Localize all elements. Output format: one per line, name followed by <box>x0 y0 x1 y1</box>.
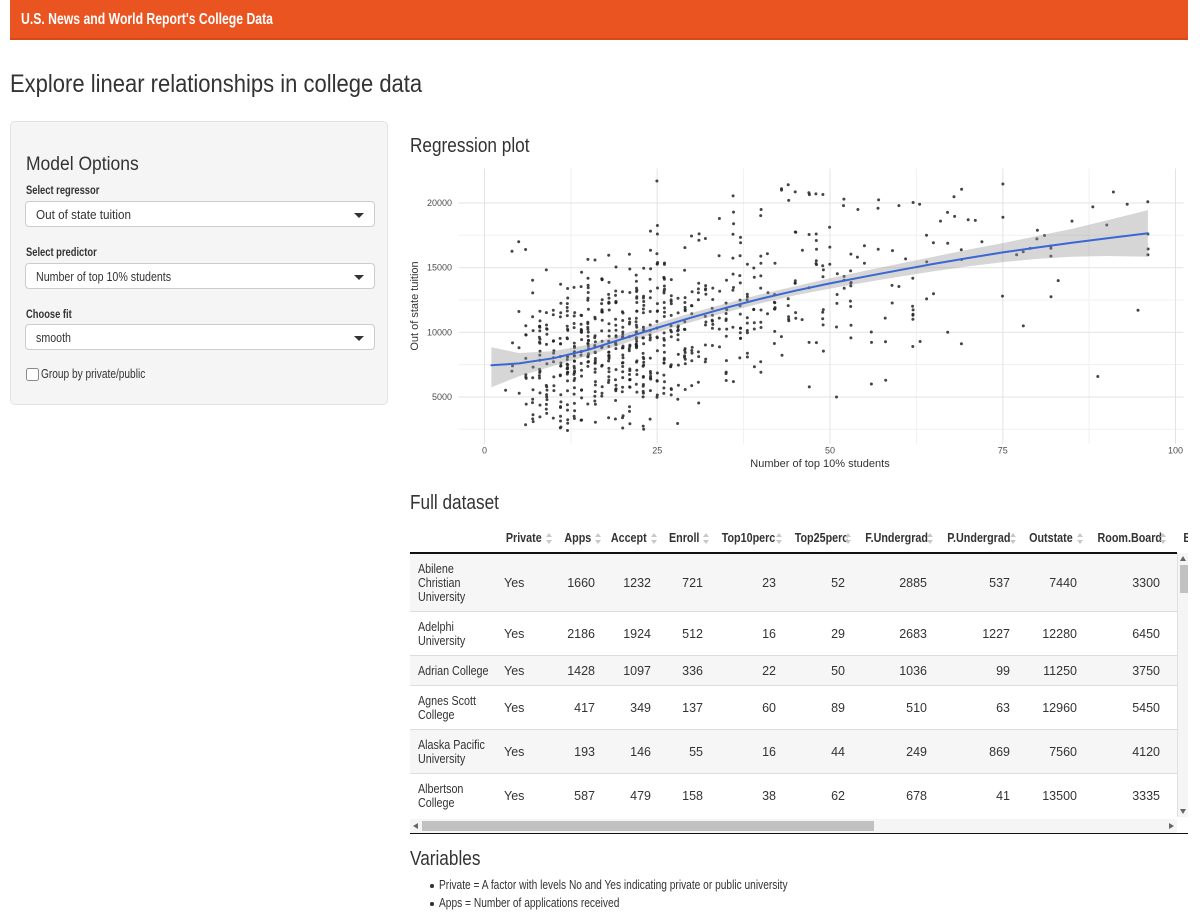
svg-text:Out of state tuition: Out of state tuition <box>410 261 421 350</box>
svg-text:75: 75 <box>998 446 1008 456</box>
svg-text:100: 100 <box>1168 446 1183 456</box>
svg-text:5000: 5000 <box>432 392 452 402</box>
svg-text:25: 25 <box>652 446 662 456</box>
svg-text:50: 50 <box>825 446 835 456</box>
svg-text:20000: 20000 <box>427 198 452 208</box>
svg-text:0: 0 <box>482 446 487 456</box>
svg-text:Number of top 10% students: Number of top 10% students <box>750 458 890 470</box>
svg-text:15000: 15000 <box>427 263 452 273</box>
svg-text:10000: 10000 <box>427 327 452 337</box>
